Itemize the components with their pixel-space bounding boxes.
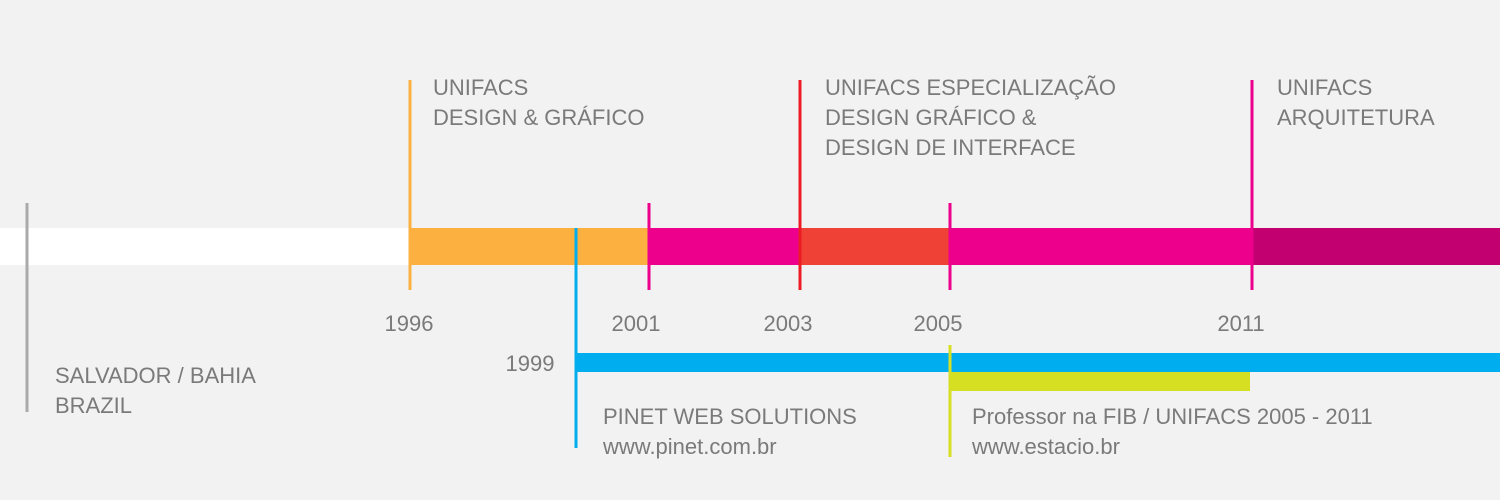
bar-architecture bbox=[1252, 228, 1500, 265]
bar-period bbox=[950, 228, 1252, 265]
work-label: PINET WEB SOLUTIONS bbox=[603, 404, 857, 429]
work-label: www.pinet.com.br bbox=[602, 434, 777, 459]
work-label: www.estacio.br bbox=[971, 434, 1120, 459]
education-label: DESIGN & GRÁFICO bbox=[433, 105, 644, 130]
education-label: DESIGN GRÁFICO & bbox=[825, 105, 1037, 130]
work-label: Professor na FIB / UNIFACS 2005 - 2011 bbox=[972, 404, 1373, 429]
year-label: 2001 bbox=[612, 311, 661, 336]
year-label: 2003 bbox=[764, 311, 813, 336]
bar-before bbox=[0, 228, 410, 265]
education-label: UNIFACS bbox=[433, 75, 528, 100]
education-label: ARQUITETURA bbox=[1277, 105, 1435, 130]
year-label: 1999 bbox=[506, 351, 555, 376]
education-label: UNIFACS ESPECIALIZAÇÃO bbox=[825, 75, 1116, 100]
origin-label: SALVADOR / BAHIA bbox=[55, 363, 256, 388]
bar-pinet bbox=[576, 353, 1500, 372]
education-label: DESIGN DE INTERFACE bbox=[825, 135, 1076, 160]
year-label: 2005 bbox=[914, 311, 963, 336]
education-label: UNIFACS bbox=[1277, 75, 1372, 100]
bar-period bbox=[649, 228, 800, 265]
bar-design bbox=[410, 228, 649, 265]
year-label: 1996 bbox=[385, 311, 434, 336]
bar-specialization bbox=[800, 228, 950, 265]
year-label: 2011 bbox=[1217, 311, 1264, 336]
bar-professor bbox=[950, 372, 1250, 391]
origin-label: BRAZIL bbox=[55, 393, 132, 418]
